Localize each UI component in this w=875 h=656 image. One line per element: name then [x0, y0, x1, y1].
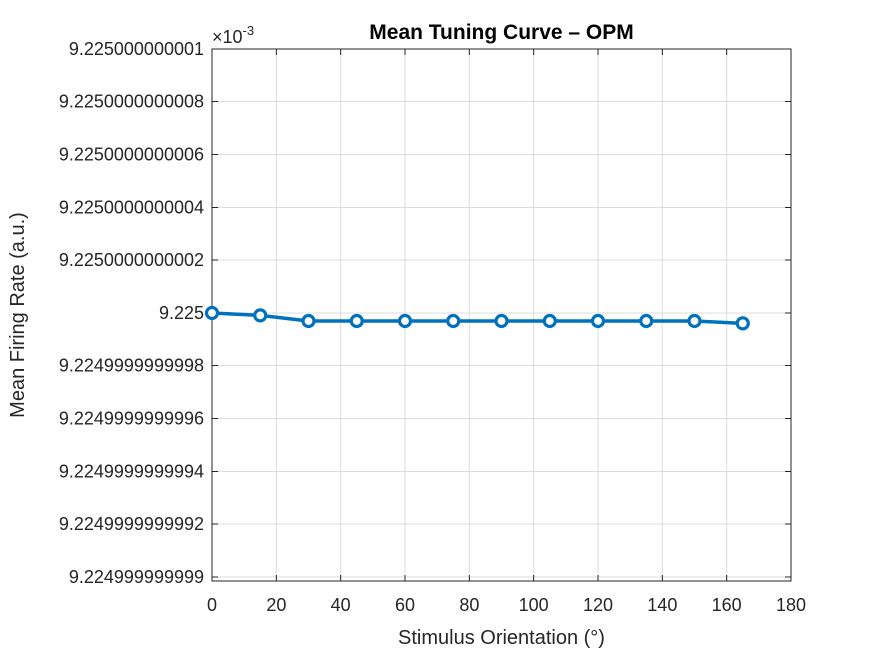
x-tick-label: 180	[776, 595, 806, 615]
data-point-marker	[542, 313, 557, 329]
x-tick-label: 40	[331, 595, 351, 615]
series-line	[211, 311, 743, 326]
x-tick-label: 80	[459, 595, 479, 615]
axes: 0 20 40 60 80 100 120 140 160 180 9.225000000001 9.…	[59, 39, 806, 615]
x-tick-label: 160	[712, 595, 742, 615]
y-exponent-base: ×10	[212, 27, 243, 47]
y-tick-label: 9.2250000000004	[59, 197, 204, 217]
x-tick-label: 100	[519, 595, 549, 615]
data-point-marker	[639, 313, 654, 329]
y-tick-label: 9.2250000000008	[59, 92, 204, 112]
data-point-marker	[735, 316, 750, 331]
y-tick-label: 9.225	[159, 303, 204, 323]
data-point-marker	[204, 305, 220, 321]
y-tick-label: 9.2249999999994	[59, 461, 204, 481]
y-tick-label: 9.2249999999996	[59, 409, 204, 429]
data-point-marker	[253, 308, 268, 323]
data-point-marker	[446, 313, 461, 329]
data-point-marker	[494, 313, 509, 329]
data-series	[204, 305, 750, 331]
data-point-marker	[301, 313, 316, 329]
data-point-marker	[590, 313, 606, 329]
y-tick-label: 9.2249999999998	[59, 356, 204, 376]
x-axis-title: Stimulus Orientation (°)	[398, 627, 605, 649]
y-exponent-label: ×10-3	[212, 23, 254, 47]
chart-title: Mean Tuning Curve – OPM	[369, 21, 633, 44]
x-tick-label: 0	[207, 595, 217, 615]
x-tick-label: 120	[583, 595, 613, 615]
y-axis-title: Mean Firing Rate (a.u.)	[7, 212, 29, 418]
y-tick-label: 9.2249999999992	[59, 514, 204, 534]
data-point-marker	[687, 313, 702, 329]
y-tick-label: 9.224999999999	[69, 567, 204, 587]
x-tick-label: 140	[647, 595, 677, 615]
y-tick-label: 9.2250000000002	[59, 250, 204, 270]
data-point-marker	[397, 313, 413, 329]
x-tick-label: 20	[266, 595, 286, 615]
y-tick-label: 9.2250000000006	[59, 145, 204, 165]
y-tick-label: 9.225000000001	[69, 39, 204, 59]
data-point-marker	[349, 313, 364, 329]
y-exponent-power: -3	[243, 23, 255, 38]
x-tick-label: 60	[395, 595, 415, 615]
